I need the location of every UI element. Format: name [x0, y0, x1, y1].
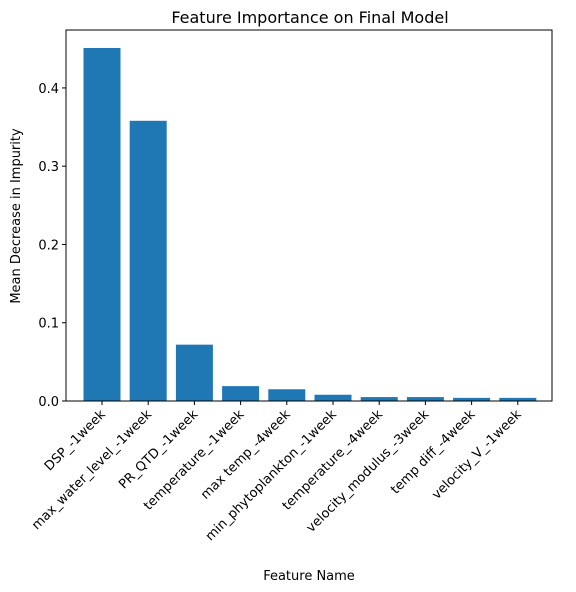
bar-0 — [83, 48, 121, 401]
bar-1 — [129, 120, 167, 401]
y-tick-label-0: 0.0 — [38, 395, 59, 410]
x-tick-label-8: temp diff_-4week — [388, 407, 479, 498]
x-tick-label-2: PR_QTD_-1week — [116, 407, 201, 492]
bar-9 — [499, 397, 537, 401]
bar-4 — [268, 389, 306, 401]
y-axis: 0.0 0.1 0.2 0.3 0.4 — [38, 82, 66, 410]
bar-5 — [314, 394, 352, 401]
y-tick-label-2: 0.2 — [38, 238, 59, 253]
bar-6 — [360, 397, 398, 401]
x-tick-label-9: velocity_V_-1week — [429, 407, 525, 503]
bar-7 — [406, 397, 444, 401]
x-axis: DSP_-1weekmax_water_level_-1weekPR_QTD_-… — [29, 401, 525, 544]
bar-8 — [453, 397, 491, 401]
bars-group — [83, 48, 537, 401]
y-tick-label-4: 0.4 — [38, 82, 59, 97]
x-tick-label-4: max temp_-4week — [198, 407, 294, 503]
plot-frame — [65, 29, 553, 402]
y-tick-label-3: 0.3 — [38, 160, 59, 175]
y-axis-label: Mean Decrease in Impurity — [9, 128, 24, 304]
bar-3 — [222, 386, 260, 401]
x-axis-label: Feature Name — [263, 569, 355, 584]
bar-2 — [175, 344, 213, 401]
y-tick-label-1: 0.1 — [38, 317, 59, 332]
chart-title: Feature Importance on Final Model — [171, 8, 448, 27]
